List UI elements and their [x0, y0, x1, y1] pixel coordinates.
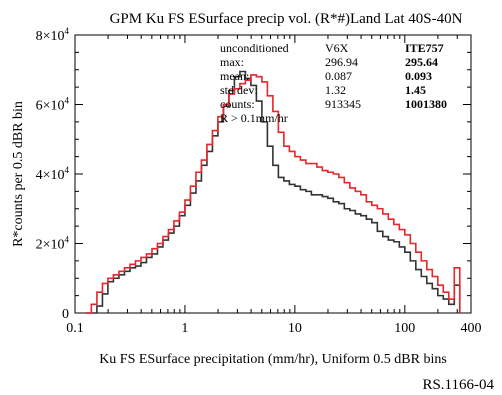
stats-value-ite757: 1.45	[405, 83, 426, 97]
ticks-layer: 0.1 1 10 100 400 0 2×104 4×104 6×104 8×104	[36, 26, 482, 336]
y-tick-label: 6×104	[36, 96, 70, 114]
stats-header-v6x: V6X	[325, 41, 349, 55]
series-line-v6x	[85, 70, 461, 314]
y-tick-label: 2×104	[36, 235, 70, 253]
x-tick-label: 100	[394, 321, 415, 336]
y-axis-label: R*counts per 0.5 dBR bin	[11, 101, 26, 247]
stats-row-label: unconditioned	[220, 41, 289, 55]
y-tick-label: 8×104	[36, 26, 70, 44]
stats-row-label: counts:	[220, 97, 255, 111]
x-tick-label: 0.1	[66, 321, 84, 336]
stats-row-label: std dev:	[220, 83, 258, 97]
chart-title: GPM Ku FS ESurface precip vol. (R*#)Land…	[110, 11, 463, 27]
stats-value-v6x: 913345	[325, 97, 361, 111]
stats-value-ite757: 1001380	[405, 97, 447, 111]
x-axis-label: Ku FS ESurface precipitation (mm/hr), Un…	[99, 352, 447, 367]
x-tick-label: 400	[461, 321, 482, 336]
stats-row-label: mean:	[220, 69, 249, 83]
stats-table: unconditioned max: mean: std dev: counts…	[220, 41, 447, 125]
series-layer	[85, 70, 461, 314]
y-tick-label: 4×104	[36, 165, 70, 183]
stats-note: R > 0.1mm/hr	[220, 111, 288, 125]
y-tick-label: 0	[62, 307, 69, 322]
stats-row-label: max:	[220, 55, 244, 69]
stats-value-ite757: 295.64	[405, 55, 438, 69]
stats-value-v6x: 1.32	[325, 83, 346, 97]
stats-header-ite757: ITE757	[405, 41, 444, 55]
series-line-ite757	[85, 74, 461, 314]
stats-value-v6x: 0.087	[325, 69, 352, 83]
plot-area: 0.1 1 10 100 400 0 2×104 4×104 6×104 8×104	[36, 26, 482, 336]
x-tick-label: 1	[181, 321, 188, 336]
figure-id: RS.1166-04	[422, 377, 494, 393]
stats-value-ite757: 0.093	[405, 69, 432, 83]
x-tick-label: 10	[288, 321, 302, 336]
stats-value-v6x: 296.94	[325, 55, 358, 69]
